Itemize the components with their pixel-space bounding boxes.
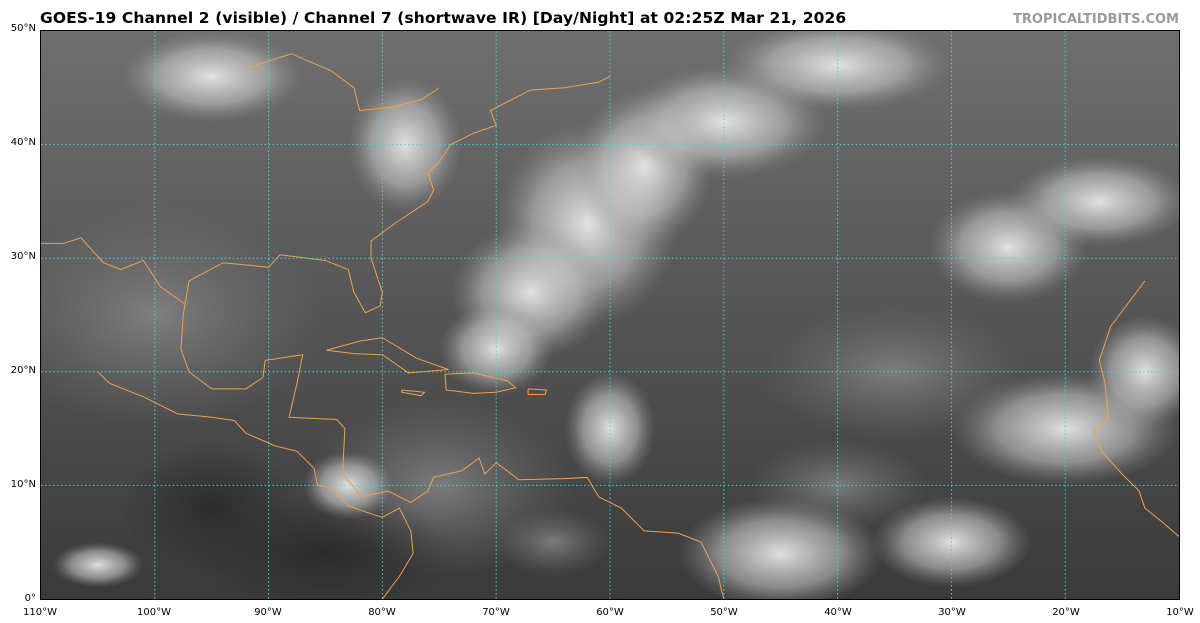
satellite-map xyxy=(40,30,1180,600)
cloud-mass xyxy=(564,371,656,486)
lon-tick-label: 40°W xyxy=(824,607,852,618)
lon-tick-label: 60°W xyxy=(596,607,624,618)
brand-watermark: TROPICALTIDBITS.COM xyxy=(1013,12,1179,27)
cloud-mass xyxy=(496,508,610,577)
lon-tick-label: 80°W xyxy=(368,607,396,618)
coastline xyxy=(41,237,185,305)
cloud-mass xyxy=(1008,155,1179,247)
coastline xyxy=(401,389,426,397)
lon-tick-label: 20°W xyxy=(1052,607,1080,618)
lon-tick-label: 50°W xyxy=(710,607,738,618)
coastline xyxy=(245,53,440,112)
lon-tick-label: 110°W xyxy=(23,607,57,618)
lat-tick-label: 50°N xyxy=(10,23,36,34)
coastline xyxy=(97,371,414,599)
lat-tick-label: 30°N xyxy=(10,251,36,262)
cloud-mass xyxy=(188,496,463,599)
cloud-mass xyxy=(52,542,144,588)
lon-tick-label: 100°W xyxy=(137,607,171,618)
coastline xyxy=(180,280,725,599)
lon-tick-label: 70°W xyxy=(482,607,510,618)
graticule xyxy=(41,31,1179,599)
lon-tick-label: 30°W xyxy=(938,607,966,618)
cloud-mass xyxy=(757,303,1032,440)
coastline xyxy=(188,75,611,314)
map-title: GOES-19 Channel 2 (visible) / Channel 7 … xyxy=(40,9,847,27)
coastline xyxy=(1093,280,1179,537)
cloud-mass xyxy=(723,31,952,111)
lat-tick-label: 10°N xyxy=(10,479,36,490)
coastline xyxy=(444,372,517,394)
lon-tick-label: 90°W xyxy=(254,607,282,618)
lat-tick-label: 0° xyxy=(24,593,36,604)
coastline xyxy=(326,337,449,374)
cloud-mass xyxy=(302,451,394,520)
cloud-mass xyxy=(120,31,303,122)
cloud-mass xyxy=(439,303,554,395)
lat-tick-label: 20°N xyxy=(10,365,36,376)
cloud-mass xyxy=(746,439,929,531)
lat-tick-label: 40°N xyxy=(10,137,36,148)
cloud-mass xyxy=(1087,315,1179,429)
lon-tick-label: 10°W xyxy=(1166,607,1194,618)
coastlines xyxy=(41,53,1179,599)
coastline xyxy=(527,388,547,396)
